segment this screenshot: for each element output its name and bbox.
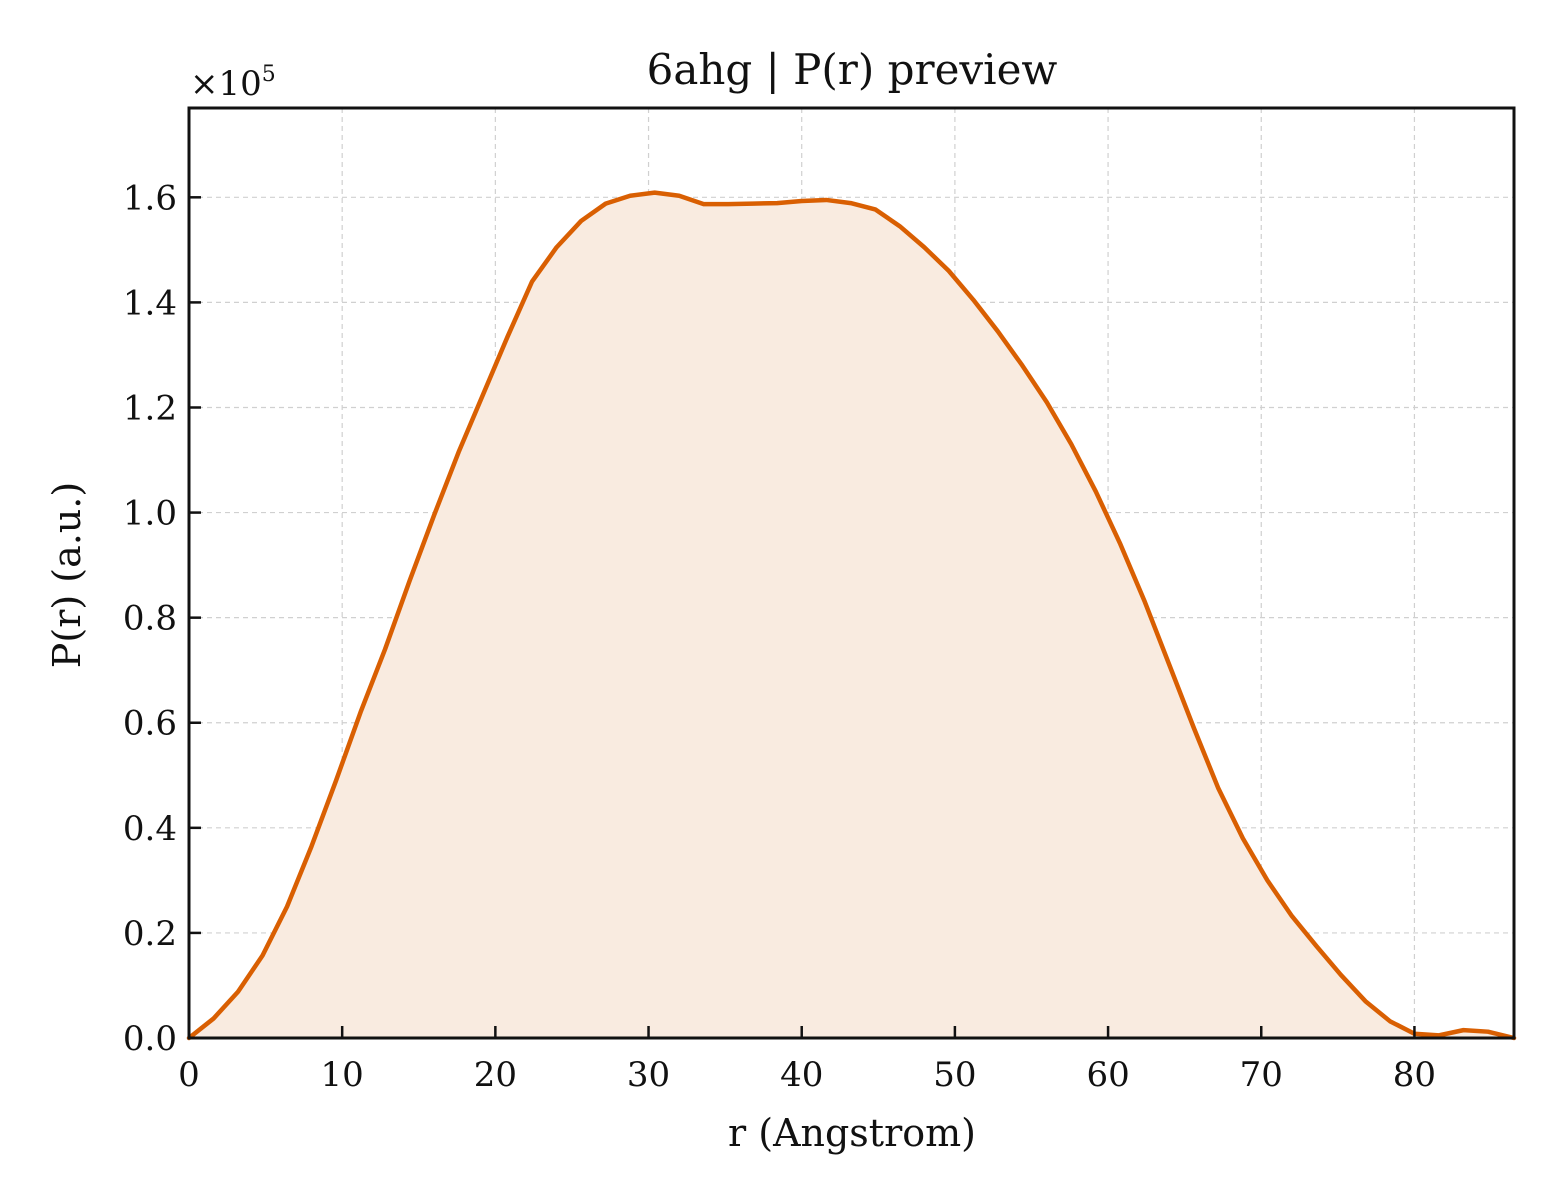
y-tick-label: 1.6 <box>123 178 177 218</box>
y-tick-label: 0.2 <box>123 914 177 954</box>
x-tick-label: 0 <box>178 1055 200 1095</box>
x-tick-label: 20 <box>474 1055 517 1095</box>
y-tick-label: 0.4 <box>123 809 177 849</box>
y-tick-label: 0.6 <box>123 704 177 744</box>
y-tick-label: 1.4 <box>123 283 177 323</box>
y-tick-label: 0.0 <box>123 1019 177 1059</box>
chart-title: 6ahg | P(r) preview <box>647 45 1058 94</box>
y-axis-label: P(r) (a.u.) <box>45 482 89 668</box>
area-fill <box>189 192 1514 1039</box>
x-tick-label: 40 <box>780 1055 823 1095</box>
y-axis: 0.0 0.2 0.4 0.6 0.8 1.0 1.2 1.4 1.6 <box>123 178 201 1059</box>
x-tick-label: 60 <box>1086 1055 1129 1095</box>
y-tick-label: 1.0 <box>123 494 177 534</box>
x-tick-label: 10 <box>321 1055 364 1095</box>
x-tick-label: 70 <box>1240 1055 1283 1095</box>
y-offset-label: ×105 <box>190 62 276 104</box>
x-tick-label: 50 <box>933 1055 976 1095</box>
x-tick-label: 80 <box>1393 1055 1436 1095</box>
plot-frame <box>187 106 1516 1040</box>
x-axis: 0 10 20 30 40 50 60 70 80 <box>178 1026 1436 1095</box>
y-offset-exponent: 5 <box>262 62 276 87</box>
x-tick-label: 30 <box>627 1055 670 1095</box>
series-line <box>186 190 1517 1041</box>
y-offset-prefix: ×10 <box>190 64 262 104</box>
y-tick-label: 0.8 <box>123 599 177 639</box>
x-axis-label: r (Angstrom) <box>728 1111 976 1155</box>
y-tick-label: 1.2 <box>123 388 177 428</box>
